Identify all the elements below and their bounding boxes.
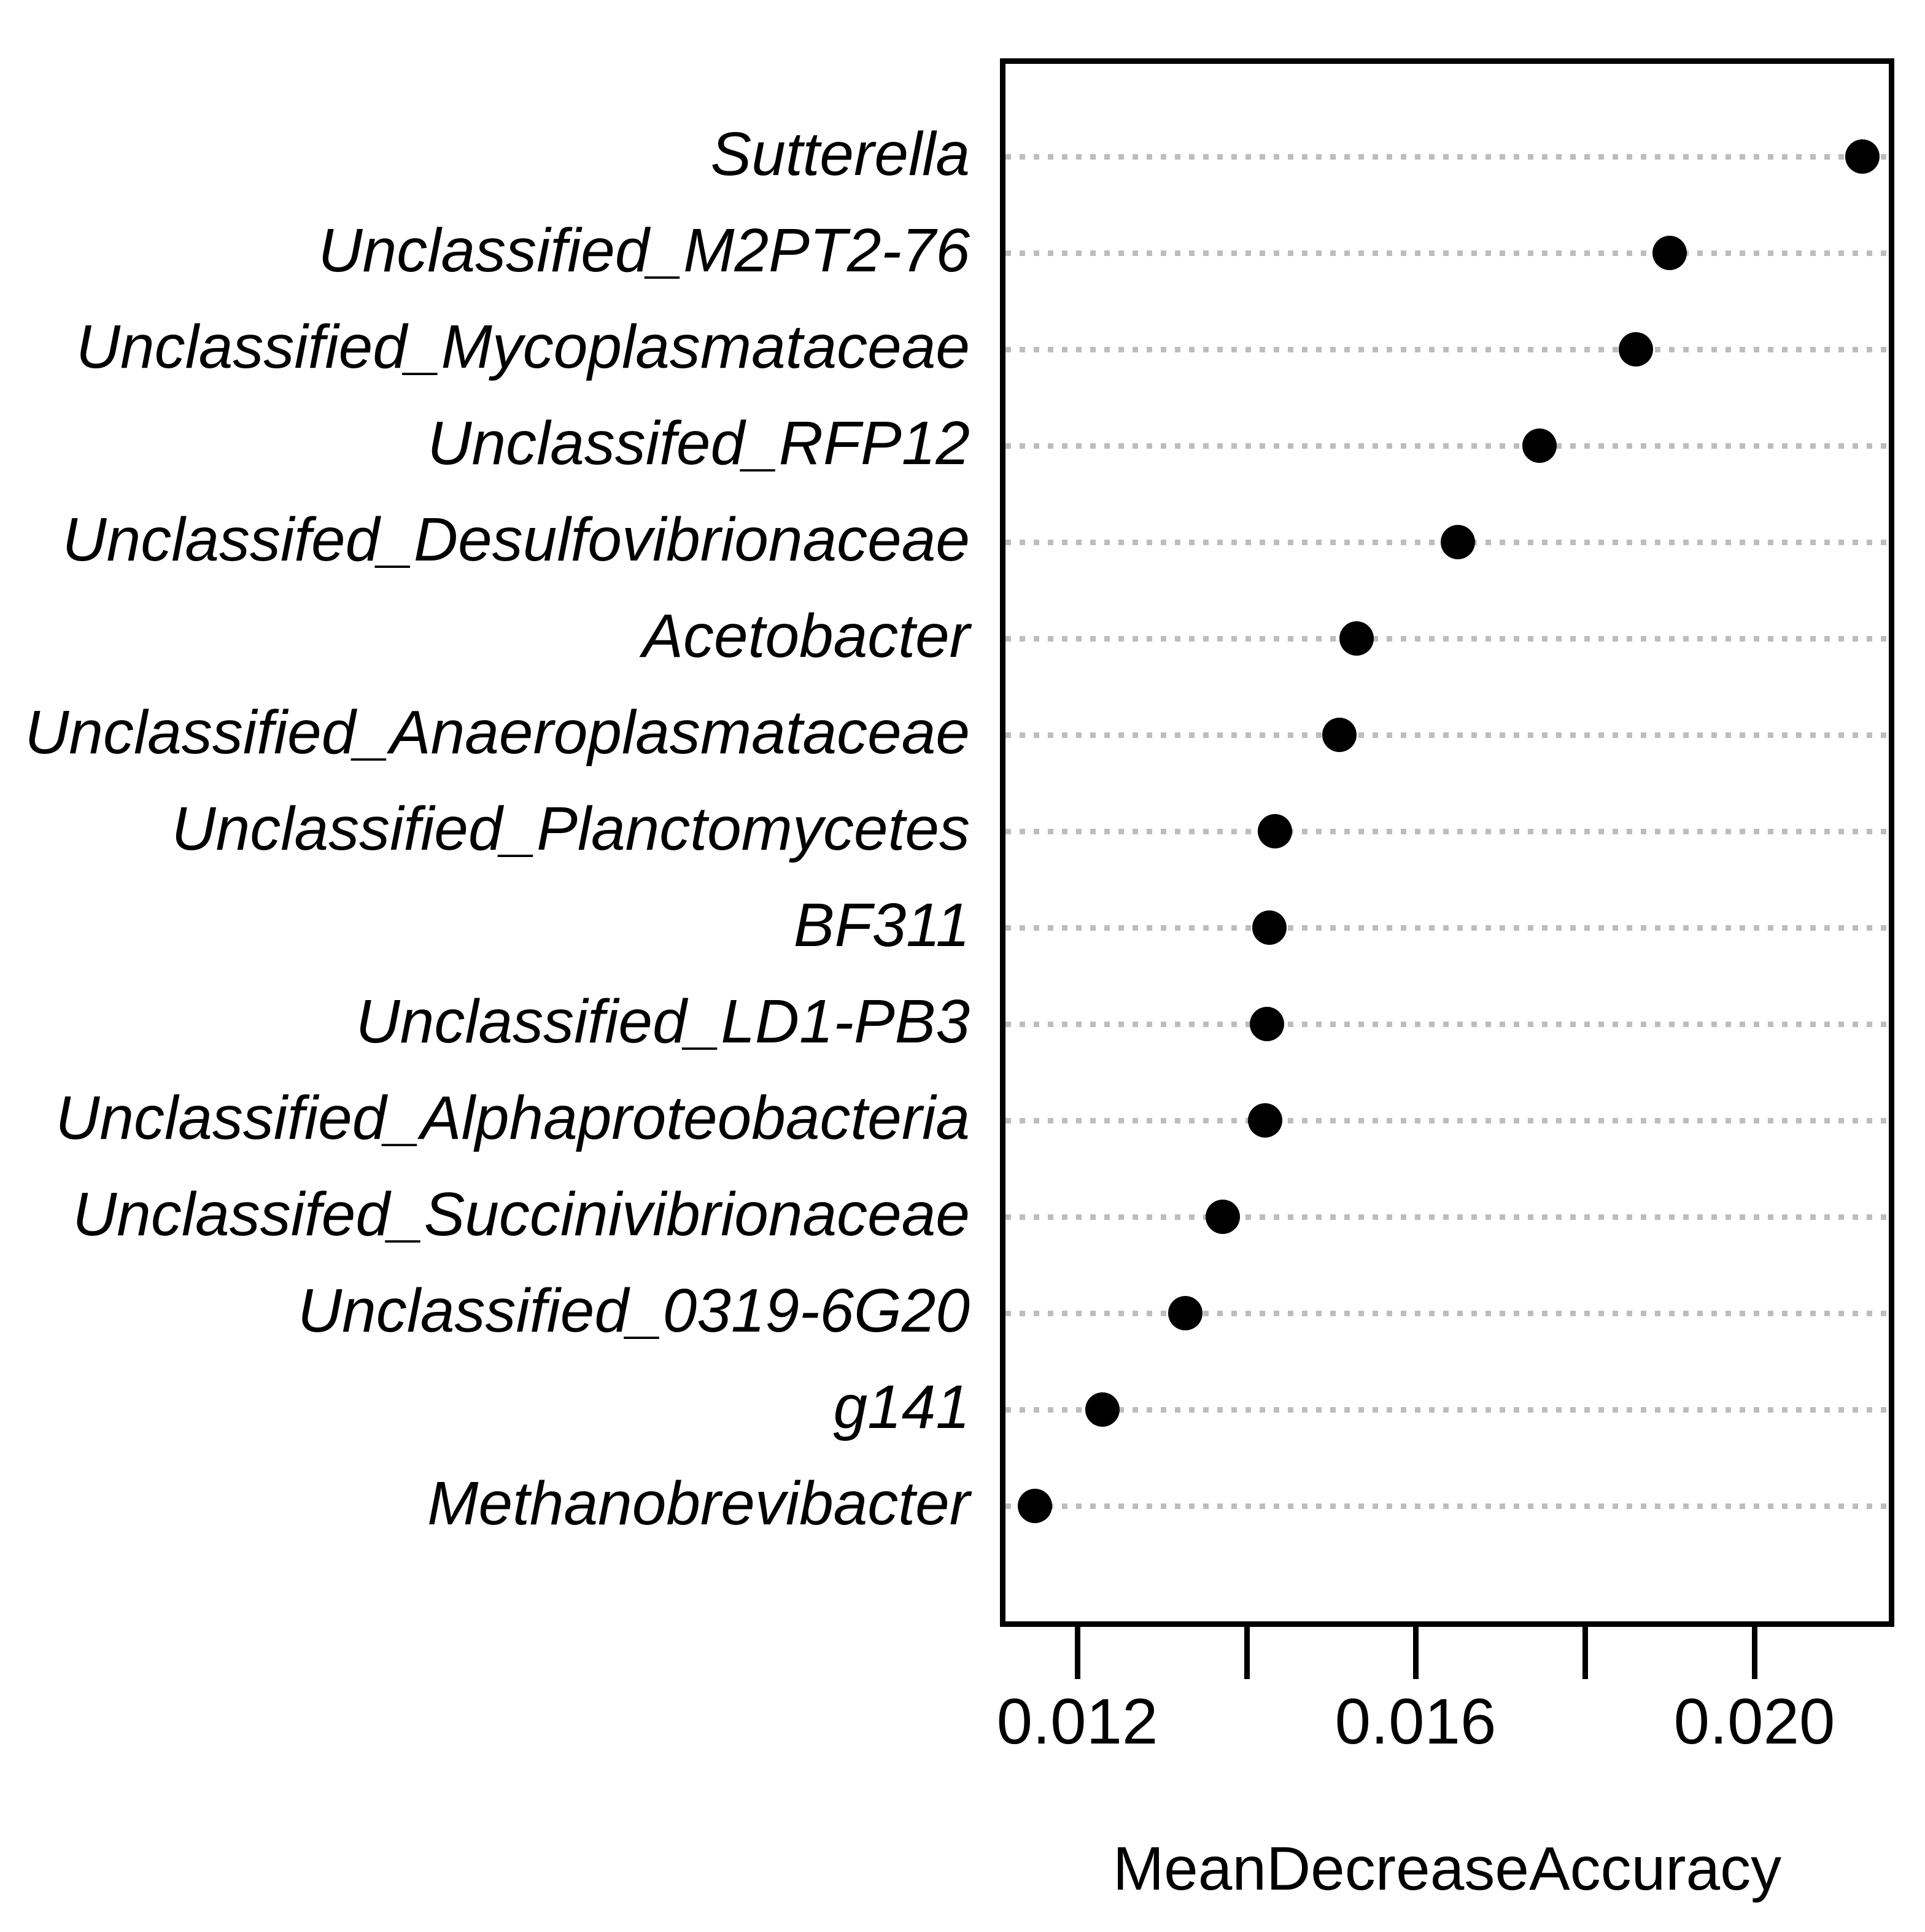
category-label: Unclassified_Mycoplasmataceae bbox=[76, 312, 970, 381]
x-tick-mark bbox=[1582, 1627, 1588, 1679]
category-label: Unclassifed_RFP12 bbox=[427, 409, 970, 478]
data-point-dot bbox=[1845, 139, 1880, 174]
data-point-dot bbox=[1252, 910, 1287, 945]
category-label: Unclassified_LD1-PB3 bbox=[355, 987, 970, 1056]
data-point-dot bbox=[1652, 236, 1687, 270]
x-tick-label: 0.016 bbox=[1334, 1686, 1497, 1758]
row-gridline bbox=[1005, 1118, 1889, 1123]
data-point-dot bbox=[1248, 1103, 1282, 1138]
category-label: Sutterella bbox=[710, 120, 970, 188]
category-label: Unclassified_Alphaproteobacteria bbox=[55, 1084, 970, 1152]
row-gridline bbox=[1005, 1503, 1889, 1509]
x-tick-label: 0.020 bbox=[1673, 1686, 1835, 1758]
data-point-dot bbox=[1018, 1489, 1052, 1523]
category-label: Methanobrevibacter bbox=[427, 1469, 970, 1538]
data-point-dot bbox=[1619, 332, 1653, 367]
row-gridline bbox=[1005, 250, 1889, 256]
data-point-dot bbox=[1322, 718, 1357, 752]
plot-frame bbox=[1000, 58, 1894, 1627]
category-label: Unclassified_M2PT2-76 bbox=[318, 216, 970, 285]
row-gridline bbox=[1005, 443, 1889, 449]
category-label: Acetobacter bbox=[642, 602, 970, 670]
x-axis-title: MeanDecreaseAccuracy bbox=[1112, 1834, 1782, 1903]
x-tick-mark bbox=[1413, 1627, 1419, 1679]
category-label: Unclassified_Anaeroplasmataceae bbox=[25, 698, 970, 767]
data-point-dot bbox=[1085, 1392, 1120, 1427]
x-tick-mark bbox=[1075, 1627, 1080, 1679]
row-gridline bbox=[1005, 636, 1889, 642]
data-point-dot bbox=[1441, 525, 1475, 559]
category-label: Unclassified_Planctomycetes bbox=[171, 794, 970, 863]
category-label: BF311 bbox=[793, 891, 970, 960]
row-gridline bbox=[1005, 1311, 1889, 1316]
data-point-dot bbox=[1522, 429, 1557, 463]
category-label: Unclassifed_Succinivibrionaceae bbox=[72, 1180, 970, 1249]
row-gridline bbox=[1005, 1407, 1889, 1413]
x-tick-mark bbox=[1752, 1627, 1757, 1679]
x-tick-label: 0.012 bbox=[996, 1686, 1158, 1758]
row-gridline bbox=[1005, 154, 1889, 160]
data-point-dot bbox=[1168, 1296, 1203, 1330]
row-gridline bbox=[1005, 925, 1889, 931]
category-label: Unclassified_0319-6G20 bbox=[297, 1276, 970, 1345]
row-gridline bbox=[1005, 732, 1889, 738]
row-gridline bbox=[1005, 829, 1889, 834]
data-point-dot bbox=[1339, 621, 1374, 656]
row-gridline bbox=[1005, 347, 1889, 352]
row-gridline bbox=[1005, 1214, 1889, 1220]
row-gridline bbox=[1005, 1022, 1889, 1027]
x-tick-mark bbox=[1244, 1627, 1250, 1679]
category-label: g141 bbox=[833, 1373, 970, 1441]
data-point-dot bbox=[1250, 1007, 1284, 1041]
data-point-dot bbox=[1206, 1200, 1240, 1234]
category-label: Unclassifed_Desulfovibrionaceae bbox=[62, 505, 970, 574]
data-point-dot bbox=[1258, 814, 1292, 848]
